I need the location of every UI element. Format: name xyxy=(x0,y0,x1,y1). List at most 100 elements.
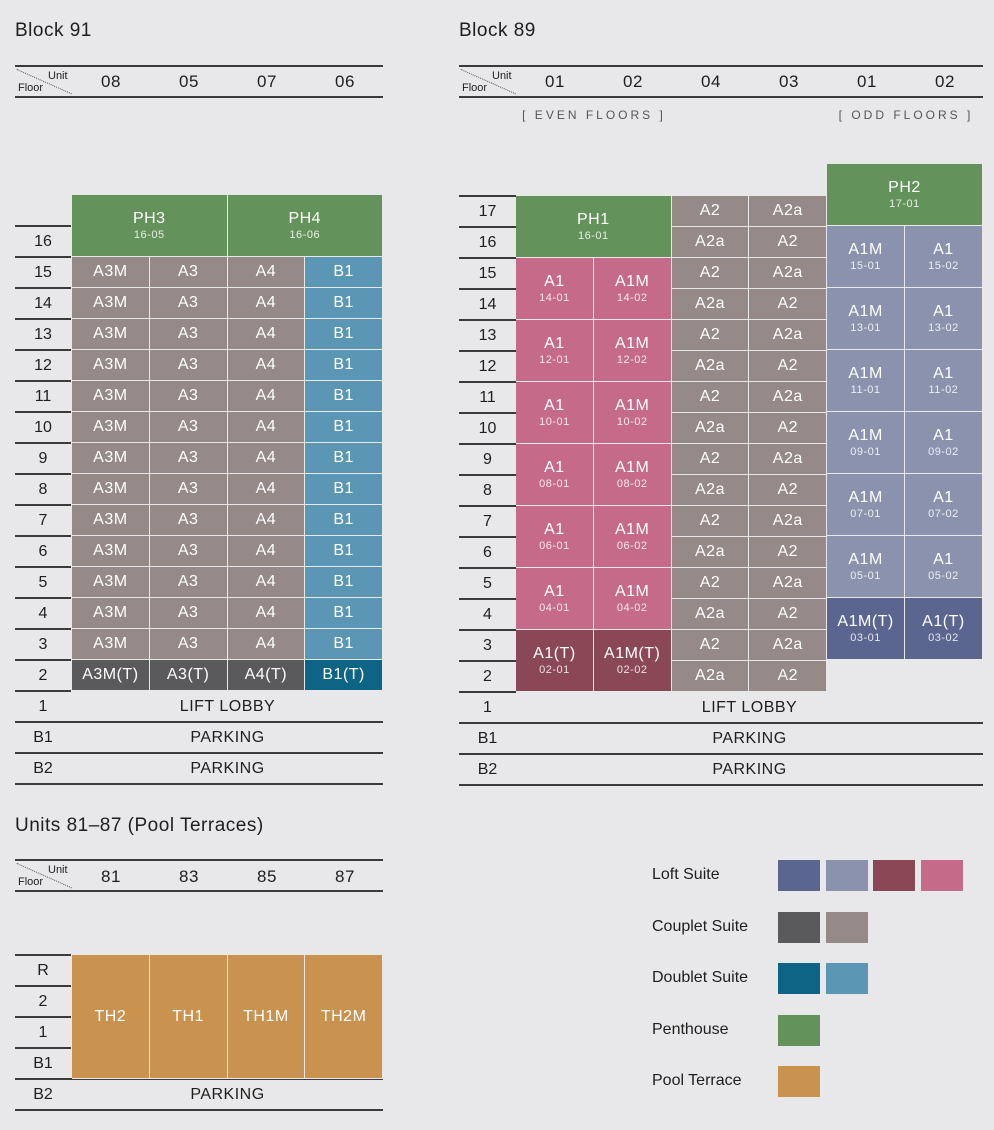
pool-floor-line xyxy=(15,985,71,987)
block91-unit-cell: A3 xyxy=(149,257,228,288)
block89-loft-cell: A1 14-01 xyxy=(516,258,594,320)
pool-header-bottom-line xyxy=(15,890,383,892)
block91-floor-line xyxy=(15,535,71,537)
block91-floor-line xyxy=(15,721,383,723)
unit-type-label: A1M xyxy=(848,241,883,258)
unit-number-label: 06-02 xyxy=(616,540,648,552)
block91-floor-9: 9 xyxy=(38,449,48,467)
block91-floor-line xyxy=(15,473,71,475)
block91-unit-cell: A4 xyxy=(227,381,306,412)
unit-type-label: A2 xyxy=(777,233,799,250)
legend-swatch xyxy=(778,963,820,994)
unit-number-label: 07-01 xyxy=(850,508,881,520)
block89-floor-16: 16 xyxy=(478,233,497,251)
block91-unit-cell: A3M xyxy=(72,412,150,443)
block91-floor-15: 15 xyxy=(34,263,52,281)
unit-number-label: 03-01 xyxy=(850,632,881,644)
block89-loft-cell: A1M 06-02 xyxy=(593,506,672,568)
block89-couplet-cell: A2 xyxy=(749,599,828,630)
block91-unit-cell: A3 xyxy=(149,288,228,319)
block89-loft-cell: A1 04-01 xyxy=(516,568,594,630)
block91-unit-cell: A3M xyxy=(72,257,150,288)
block91-unit-cell: A3 xyxy=(149,381,228,412)
block91-unit-cell: A3 xyxy=(149,505,228,536)
unit-type-label: B1 xyxy=(333,635,354,652)
block89-floor-line xyxy=(459,195,516,197)
unit-type-label: A3 xyxy=(177,573,199,590)
block89-loft-cell: A1M 12-02 xyxy=(593,320,672,382)
block91-floor-line xyxy=(15,256,71,258)
unit-type-label: A1M xyxy=(614,273,650,290)
unit-number-label: 02-02 xyxy=(616,664,648,676)
block89-couplet-cell: A2a xyxy=(671,413,750,444)
unit-type-label: A1M xyxy=(848,427,883,444)
legend-label-loft-suite: Loft Suite xyxy=(652,866,720,883)
legend-swatch xyxy=(920,860,963,891)
block91-floor-B1: B1 xyxy=(33,728,53,746)
legend-swatch xyxy=(873,860,915,891)
unit-type-label: A4 xyxy=(255,604,277,621)
unit-number-label: 07-02 xyxy=(928,508,959,520)
block91-unit-cell: B1 xyxy=(305,319,383,350)
block91-floor-1: 1 xyxy=(38,697,48,715)
unit-type-label: A2a xyxy=(772,264,803,281)
block89-floor-3: 3 xyxy=(483,636,492,654)
block91-unit-cell: B1 xyxy=(305,629,383,660)
block91-unit-cell: A3 xyxy=(149,629,228,660)
block91-unit-cell: B1 xyxy=(305,350,383,381)
block91-unit-cell: A4 xyxy=(227,536,306,567)
block89-loft-cell: A1M 13-01 xyxy=(827,288,905,350)
unit-type-label: A1M xyxy=(848,551,883,568)
unit-type-label: A1M xyxy=(848,365,883,382)
block91-floor-line xyxy=(15,287,71,289)
block89-loft-cell: A1M 09-01 xyxy=(827,412,905,474)
pool-floor-line xyxy=(15,1016,71,1018)
unit-type-label: A3M xyxy=(93,356,128,373)
pool-header-top-line xyxy=(15,859,383,861)
unit-type-label: A3 xyxy=(177,294,199,311)
block91-unit-cell: B1 xyxy=(305,474,383,505)
block91-unit-cell: A3 xyxy=(149,319,228,350)
unit-number-label: 03-02 xyxy=(928,632,959,644)
unit-type-label: A2 xyxy=(699,636,721,653)
corner-floor-label: Floor xyxy=(462,82,488,94)
block91-unit-cell: A4 xyxy=(227,350,306,381)
block89-floor-line xyxy=(459,288,516,290)
unit-type-label: A2a xyxy=(695,667,725,684)
block91-floor-line xyxy=(15,504,71,506)
block89-header-bottom-line xyxy=(459,96,983,98)
block89-couplet-cell: A2a xyxy=(749,320,828,351)
pool-unit-3: 87 xyxy=(335,867,355,886)
block89-couplet-cell: A2a xyxy=(671,289,750,320)
unit-type-label: A2 xyxy=(777,295,799,312)
block89-floor-10: 10 xyxy=(478,419,497,437)
block89-floor-4: 4 xyxy=(483,605,492,623)
block89-floor-11: 11 xyxy=(479,388,496,406)
block91-floor-8: 8 xyxy=(38,480,48,498)
block91-unit-cell: B1 xyxy=(305,598,383,629)
block91-unit-cell: A4 xyxy=(227,567,306,598)
block89-floor-line xyxy=(459,784,983,786)
block89-loft-cell: A1 08-01 xyxy=(516,444,594,506)
block89-loft-cell: A1M 11-01 xyxy=(827,350,905,412)
unit-number-label: 02-01 xyxy=(539,664,570,676)
block91-floor-line xyxy=(15,783,383,785)
unit-number-label: 15-01 xyxy=(850,260,881,272)
block89-penthouse-ph1: PH1 16-01 xyxy=(516,196,672,258)
block89-couplet-cell: A2a xyxy=(749,258,828,289)
block89-floor-13: 13 xyxy=(478,326,497,344)
unit-type-label: A3M xyxy=(93,573,128,590)
block91-floor-12: 12 xyxy=(34,356,52,374)
block89-floor-B1: B1 xyxy=(477,729,498,747)
block89-floor-14: 14 xyxy=(478,295,497,313)
block89-loft-cell: A1M 07-01 xyxy=(827,474,905,536)
unit-type-label: A2 xyxy=(777,419,799,436)
block91-floor-line xyxy=(15,411,71,413)
block89-couplet-cell: A2 xyxy=(749,227,828,258)
block91-floor-line xyxy=(15,597,71,599)
unit-type-label: A3 xyxy=(177,325,199,342)
legend-swatch xyxy=(778,1066,820,1097)
block89-loft-cell: A1M(T) 02-02 xyxy=(593,630,672,692)
block91-unit-cell-level2: A3M(T) xyxy=(72,660,150,691)
pool-parking-b2-label: PARKING xyxy=(190,1086,265,1103)
